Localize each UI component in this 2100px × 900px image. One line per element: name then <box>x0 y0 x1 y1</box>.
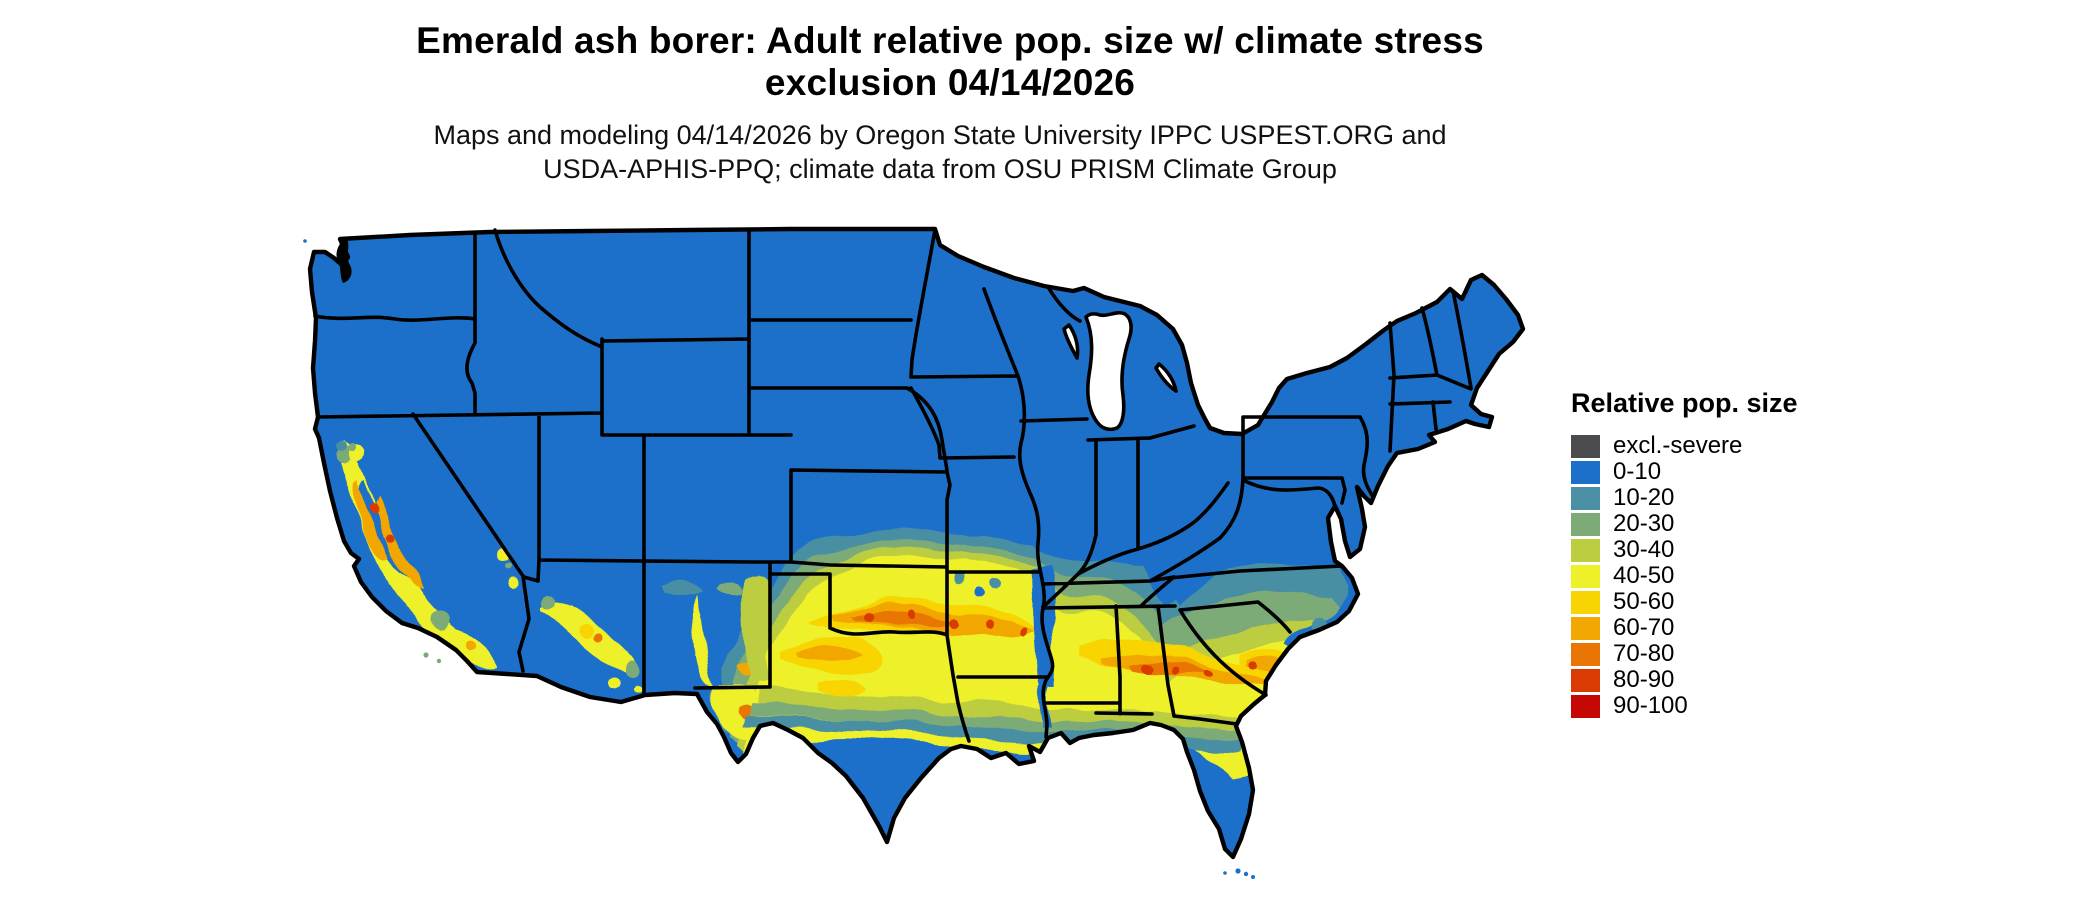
legend-label: excl.-severe <box>1613 432 1743 459</box>
legend-color-swatch <box>1571 564 1600 588</box>
page-subtitle: Maps and modeling 04/14/2026 by Oregon S… <box>0 118 1880 186</box>
legend-label: 20-30 <box>1613 510 1675 537</box>
us-outline <box>307 226 1526 860</box>
us-map-canvas <box>303 226 1526 879</box>
legend-color-swatch <box>1571 668 1600 692</box>
legend-item: 50-60 <box>1571 589 1831 615</box>
legend-item: 90-100 <box>1571 693 1831 719</box>
legend-item: 40-50 <box>1571 563 1831 589</box>
legend-color-swatch <box>1571 486 1600 510</box>
legend-label: 10-20 <box>1613 484 1675 511</box>
legend-label: 40-50 <box>1613 562 1675 589</box>
subtitle-line-2: USDA-APHIS-PPQ; climate data from OSU PR… <box>543 154 1337 184</box>
puget-sound <box>336 237 352 283</box>
legend-color-swatch <box>1571 590 1600 614</box>
legend-label: 30-40 <box>1613 536 1675 563</box>
subtitle-line-1: Maps and modeling 04/14/2026 by Oregon S… <box>433 120 1447 150</box>
legend-color-swatch <box>1571 538 1600 562</box>
legend-color-swatch <box>1571 694 1600 718</box>
legend-label: 70-80 <box>1613 640 1675 667</box>
legend-item: 60-70 <box>1571 615 1831 641</box>
legend-item: 80-90 <box>1571 667 1831 693</box>
islands <box>303 239 1255 879</box>
legend-title: Relative pop. size <box>1571 388 1798 418</box>
page-title: Emerald ash borer: Adult relative pop. s… <box>0 20 1900 104</box>
us-map <box>290 225 1530 895</box>
map-legend: Relative pop. size excl.-severe 0-10 10-20… <box>1571 388 1831 719</box>
legend-rows: excl.-severe 0-10 10-20 20-30 30-40 40-50 50-6… <box>1571 433 1831 719</box>
great-lakes-water <box>1062 310 1178 432</box>
title-line-1: Emerald ash borer: Adult relative pop. s… <box>416 20 1484 61</box>
legend-color-swatch <box>1571 512 1600 536</box>
legend-item: 10-20 <box>1571 485 1831 511</box>
legend-label: 0-10 <box>1613 458 1662 485</box>
legend-item: excl.-severe <box>1571 433 1831 459</box>
legend-item: 70-80 <box>1571 641 1831 667</box>
legend-item: 20-30 <box>1571 511 1831 537</box>
title-line-2: exclusion 04/14/2026 <box>764 62 1136 103</box>
legend-color-swatch <box>1571 642 1600 666</box>
legend-color-swatch <box>1571 460 1600 484</box>
legend-color-swatch <box>1571 434 1600 458</box>
legend-item: 0-10 <box>1571 459 1831 485</box>
legend-label: 80-90 <box>1613 666 1675 693</box>
state-borders <box>313 228 1473 743</box>
legend-item: 30-40 <box>1571 537 1831 563</box>
legend-label: 90-100 <box>1613 692 1688 719</box>
legend-color-swatch <box>1571 616 1600 640</box>
legend-label: 60-70 <box>1613 614 1675 641</box>
legend-label: 50-60 <box>1613 588 1675 615</box>
